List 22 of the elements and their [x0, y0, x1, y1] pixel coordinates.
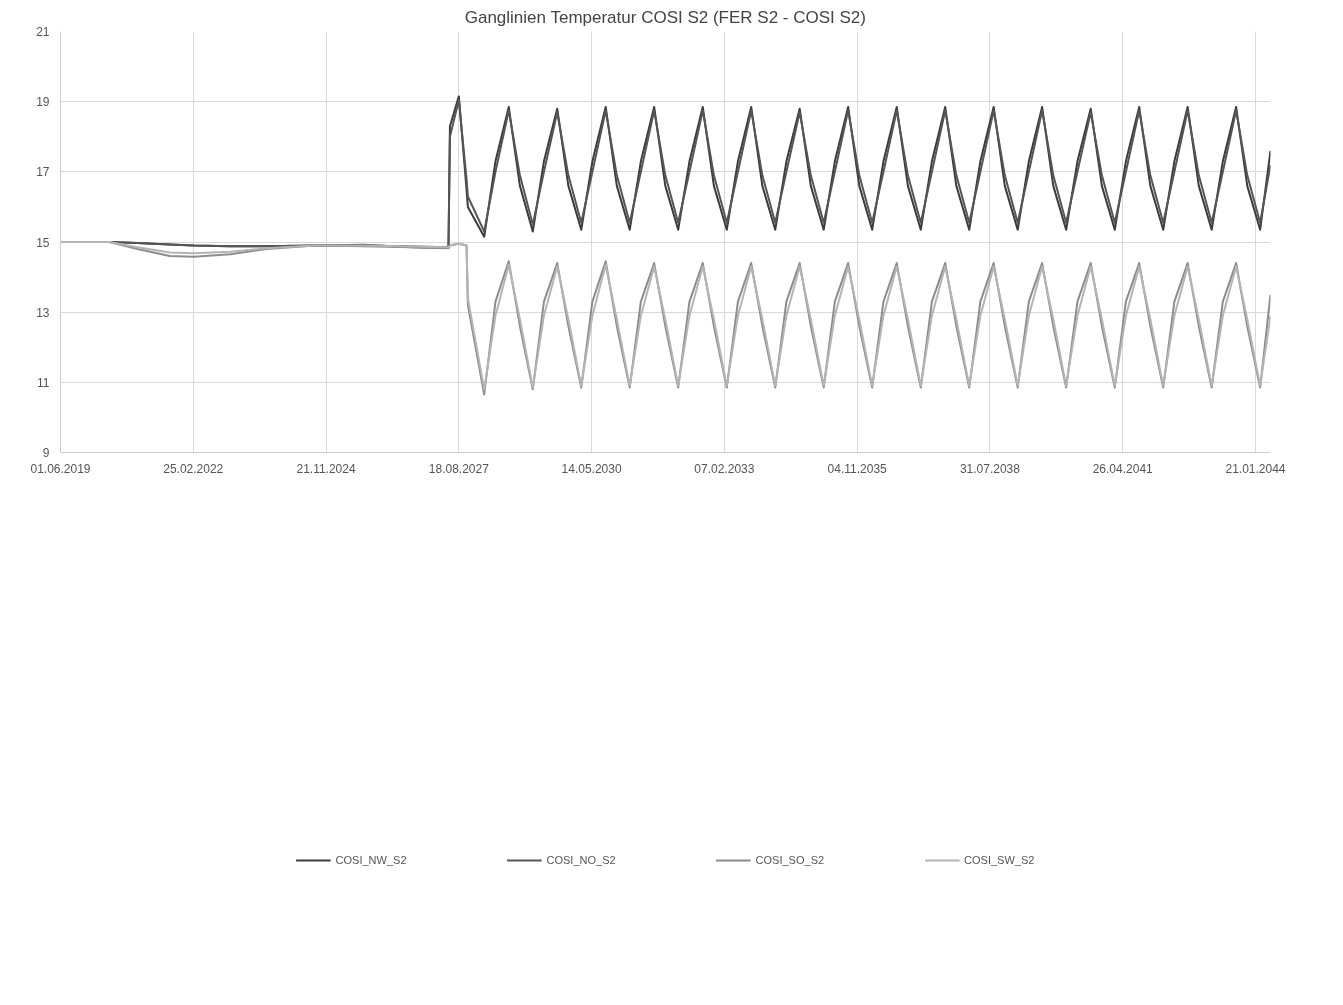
- chart-title: Ganglinien Temperatur COSI S2 (FER S2 - COSI S2): [464, 7, 866, 27]
- x-tick-label: 21.11.2024: [296, 461, 356, 476]
- y-tick-label: 17: [36, 165, 50, 180]
- legend-label: COSI_SW_S2: [964, 854, 1035, 866]
- y-tick-label: 19: [36, 95, 50, 110]
- x-tick-label: 01.06.2019: [30, 461, 91, 476]
- y-tick-label: 13: [36, 305, 50, 320]
- legend-label: COSI_SO_S2: [755, 854, 825, 866]
- y-tick-label: 21: [36, 25, 50, 39]
- x-tick-label: 26.04.2041: [1092, 461, 1154, 476]
- y-tick-label: 15: [36, 235, 50, 250]
- x-tick-label: 14.05.2030: [561, 461, 622, 476]
- legend-label: COSI_NW_S2: [335, 854, 407, 866]
- x-tick-label: 31.07.2038: [959, 461, 1021, 476]
- x-tick-label: 21.01.2044: [1225, 461, 1286, 476]
- x-tick-label: 25.02.2022: [163, 461, 224, 476]
- y-tick-label: 11: [37, 375, 50, 390]
- x-tick-label: 04.11.2035: [827, 461, 888, 476]
- x-tick-label: 18.08.2027: [428, 461, 490, 476]
- legend-label: COSI_NO_S2: [546, 854, 616, 866]
- y-tick-label: 9: [42, 446, 50, 460]
- x-tick-label: 07.02.2033: [694, 461, 755, 476]
